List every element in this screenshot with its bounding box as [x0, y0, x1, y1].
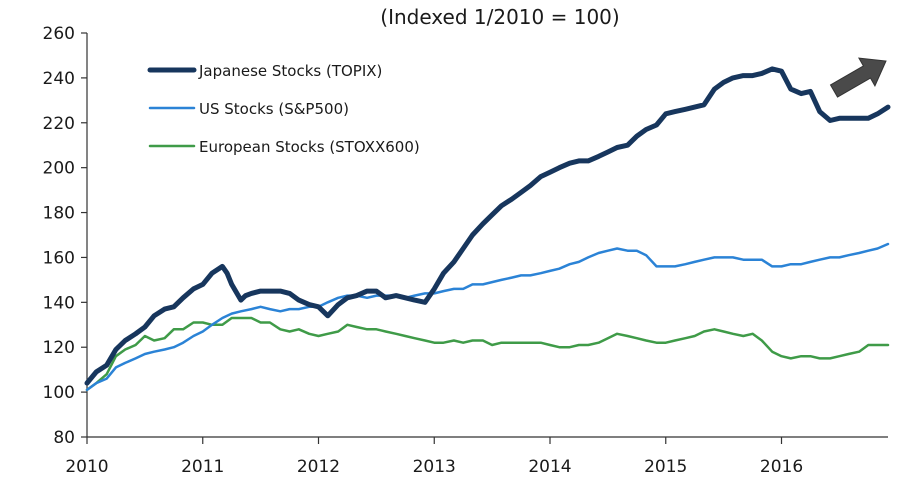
y-tick-label: 100	[43, 383, 75, 403]
y-tick-label: 160	[43, 248, 75, 268]
x-tick-label: 2011	[181, 457, 224, 477]
chart-title: (Indexed 1/2010 = 100)	[380, 5, 619, 29]
series-line-1	[85, 242, 890, 392]
y-tick-label: 120	[43, 338, 75, 358]
series-line-0	[84, 66, 891, 386]
y-tick-label: 80	[53, 428, 75, 448]
y-tick-label: 220	[43, 114, 75, 134]
arrow-shape	[829, 57, 887, 98]
y-tick-label: 140	[43, 293, 75, 313]
x-tick-label: 2014	[528, 457, 571, 477]
legend-label: Japanese Stocks (TOPIX)	[198, 62, 382, 80]
up-arrow-icon	[829, 57, 887, 98]
x-tick-label: 2015	[644, 457, 687, 477]
y-tick-label: 180	[43, 204, 75, 224]
x-tick-label: 2016	[760, 457, 803, 477]
y-tick-label: 200	[43, 159, 75, 179]
legend: Japanese Stocks (TOPIX) US Stocks (S&P500…	[147, 62, 420, 156]
y-tick-label: 240	[43, 69, 75, 89]
series-line-2	[85, 316, 890, 392]
annotation	[829, 57, 887, 98]
legend-label: European Stocks (STOXX600)	[199, 138, 420, 156]
x-tick-label: 2013	[413, 457, 456, 477]
series-layer	[84, 66, 891, 392]
x-tick-label: 2010	[65, 457, 108, 477]
x-tick-label: 2012	[297, 457, 340, 477]
axes: 80 100 120 140 160 180 200 220 240 260 2010 2011 201…	[43, 24, 888, 477]
y-tick-label: 260	[43, 24, 75, 44]
legend-label: US Stocks (S&P500)	[199, 100, 349, 118]
